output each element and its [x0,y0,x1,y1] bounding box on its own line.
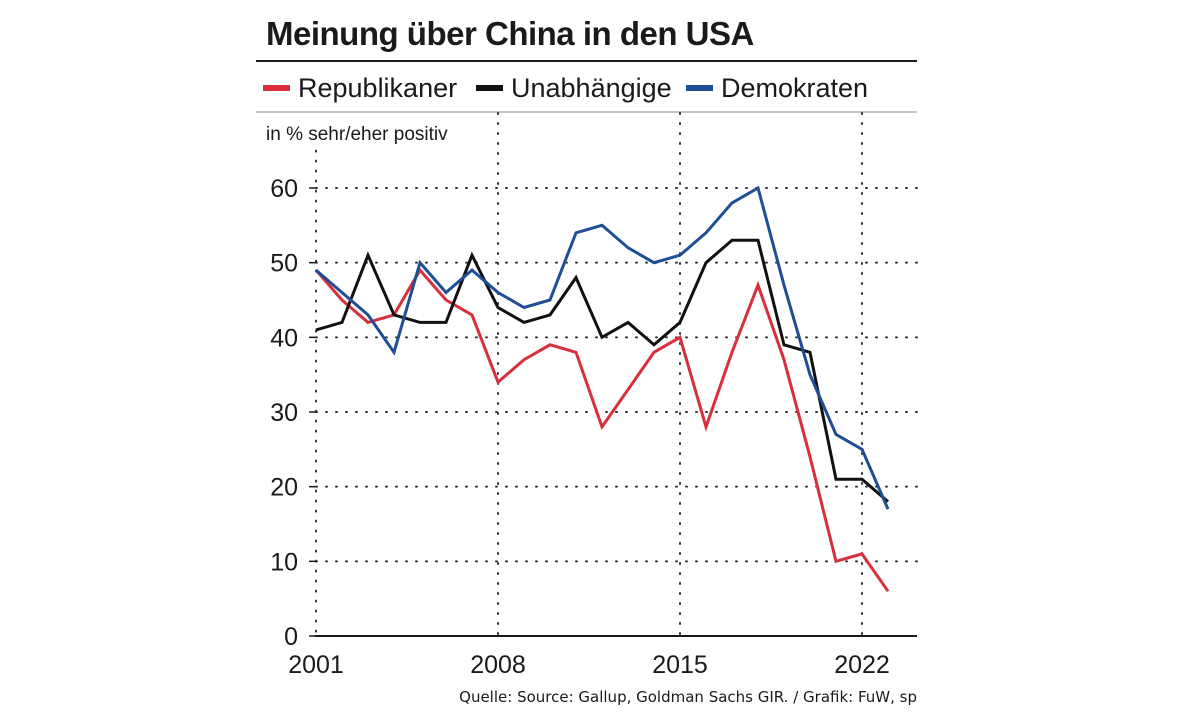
x-tick-label-2015: 2015 [652,651,708,679]
y-tick-label-60: 60 [270,175,298,203]
series-line-demokraten [315,185,890,510]
legend-label-unabhaengige: Unabhängige [511,73,672,103]
chart-title: Meinung über China in den USA [266,15,754,52]
source-note: Quelle: Source: Gallup, Goldman Sachs GI… [459,688,917,706]
legend: Republikaner Unabhängige Demokraten [263,73,868,103]
y-tick-label-30: 30 [270,399,298,427]
y-tick-label-10: 10 [270,548,298,576]
y-tick-label-40: 40 [270,324,298,352]
series-line-republikaner [314,267,890,593]
legend-label-republikaner: Republikaner [298,73,457,103]
x-axis-ticks: 2001 2008 2015 2022 [288,651,890,679]
series-line-unabhaengige [315,238,889,503]
y-tick-label-0: 0 [284,623,298,651]
y-axis-ticks: 0 10 20 30 40 50 60 [270,175,316,651]
y-axis-unit-label: in % sehr/eher positiv [266,124,448,145]
x-tick-label-2008: 2008 [470,651,526,679]
y-tick-label-20: 20 [270,474,298,502]
x-tick-label-2001: 2001 [288,651,344,679]
x-tick-label-2022: 2022 [834,651,890,679]
legend-label-demokraten: Demokraten [721,73,868,103]
series-lines [314,185,890,593]
horizontal-gridlines [315,187,918,563]
y-tick-label-50: 50 [270,250,298,278]
vertical-gridlines [315,112,863,637]
